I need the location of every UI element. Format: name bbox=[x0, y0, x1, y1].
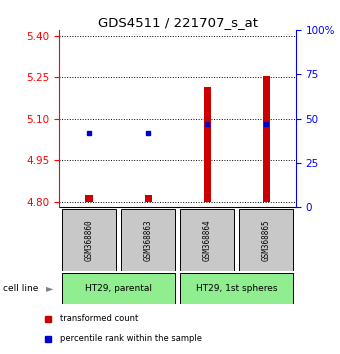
Bar bbox=[85, 195, 92, 201]
Bar bbox=[204, 87, 211, 201]
Text: HT29, 1st spheres: HT29, 1st spheres bbox=[196, 284, 277, 293]
Bar bbox=[121, 209, 175, 271]
Bar bbox=[62, 209, 116, 271]
Text: GSM368860: GSM368860 bbox=[85, 219, 94, 261]
Title: GDS4511 / 221707_s_at: GDS4511 / 221707_s_at bbox=[98, 16, 258, 29]
Text: GSM368864: GSM368864 bbox=[203, 219, 212, 261]
Bar bbox=[180, 273, 293, 304]
Text: percentile rank within the sample: percentile rank within the sample bbox=[60, 334, 202, 343]
Bar bbox=[239, 209, 293, 271]
Text: GSM368863: GSM368863 bbox=[143, 219, 153, 261]
Text: cell line: cell line bbox=[3, 284, 39, 293]
Bar bbox=[62, 273, 175, 304]
Text: HT29, parental: HT29, parental bbox=[85, 284, 152, 293]
Bar bbox=[180, 209, 234, 271]
Text: ►: ► bbox=[46, 284, 53, 293]
Bar bbox=[144, 195, 152, 201]
Text: transformed count: transformed count bbox=[60, 314, 138, 323]
Text: GSM368865: GSM368865 bbox=[262, 219, 271, 261]
Bar bbox=[263, 76, 270, 201]
